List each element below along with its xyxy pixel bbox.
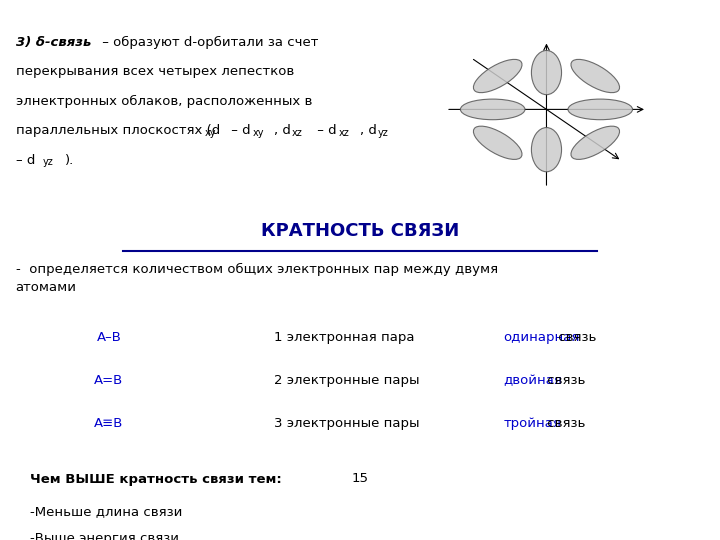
- Text: xy: xy: [205, 127, 217, 138]
- Text: yz: yz: [43, 157, 54, 167]
- Text: А≡В: А≡В: [94, 417, 124, 430]
- Text: тройная: тройная: [503, 417, 562, 430]
- Text: двойная: двойная: [503, 374, 562, 387]
- Ellipse shape: [531, 50, 562, 94]
- Ellipse shape: [568, 99, 633, 120]
- Text: – d: – d: [228, 124, 251, 137]
- Text: 15: 15: [351, 472, 369, 485]
- Ellipse shape: [571, 59, 619, 93]
- Ellipse shape: [474, 59, 522, 93]
- Text: параллельных плоскостях (d: параллельных плоскостях (d: [16, 124, 220, 137]
- Text: КРАТНОСТЬ СВЯЗИ: КРАТНОСТЬ СВЯЗИ: [261, 222, 459, 240]
- Text: xz: xz: [292, 127, 302, 138]
- Text: -  определяется количеством общих электронных пар между двумя
атомами: - определяется количеством общих электро…: [16, 263, 498, 294]
- Text: – d: – d: [16, 153, 35, 166]
- Text: yz: yz: [378, 127, 389, 138]
- Text: 1 электронная пара: 1 электронная пара: [274, 331, 415, 344]
- Text: связь: связь: [543, 417, 585, 430]
- Text: связь: связь: [543, 374, 585, 387]
- Text: связь: связь: [554, 331, 596, 344]
- Text: перекрывания всех четырех лепестков: перекрывания всех четырех лепестков: [16, 65, 294, 78]
- Text: А–В: А–В: [96, 331, 122, 344]
- Text: -Выше энергия связи: -Выше энергия связи: [30, 531, 179, 540]
- Ellipse shape: [474, 126, 522, 159]
- Text: 3 электронные пары: 3 электронные пары: [274, 417, 420, 430]
- Text: Чем ВЫШЕ кратность связи тем:: Чем ВЫШЕ кратность связи тем:: [30, 472, 282, 485]
- Ellipse shape: [460, 99, 525, 120]
- Text: xz: xz: [338, 127, 349, 138]
- Text: , d: , d: [360, 124, 377, 137]
- Text: одинарная: одинарная: [503, 331, 580, 344]
- Text: xy: xy: [253, 127, 264, 138]
- Text: -Меньше длина связи: -Меньше длина связи: [30, 504, 182, 518]
- Text: – d: – d: [313, 124, 337, 137]
- Text: ).: ).: [65, 153, 73, 166]
- Text: А=В: А=В: [94, 374, 124, 387]
- Ellipse shape: [531, 127, 562, 172]
- Text: 2 электронные пары: 2 электронные пары: [274, 374, 420, 387]
- Text: , d: , d: [274, 124, 291, 137]
- Text: элнектронных облаков, расположенных в: элнектронных облаков, расположенных в: [16, 94, 312, 108]
- Text: – образуют d-орбитали за счет: – образуют d-орбитали за счет: [98, 36, 318, 49]
- Text: 3) δ-связь: 3) δ-связь: [16, 36, 91, 49]
- Ellipse shape: [571, 126, 619, 159]
